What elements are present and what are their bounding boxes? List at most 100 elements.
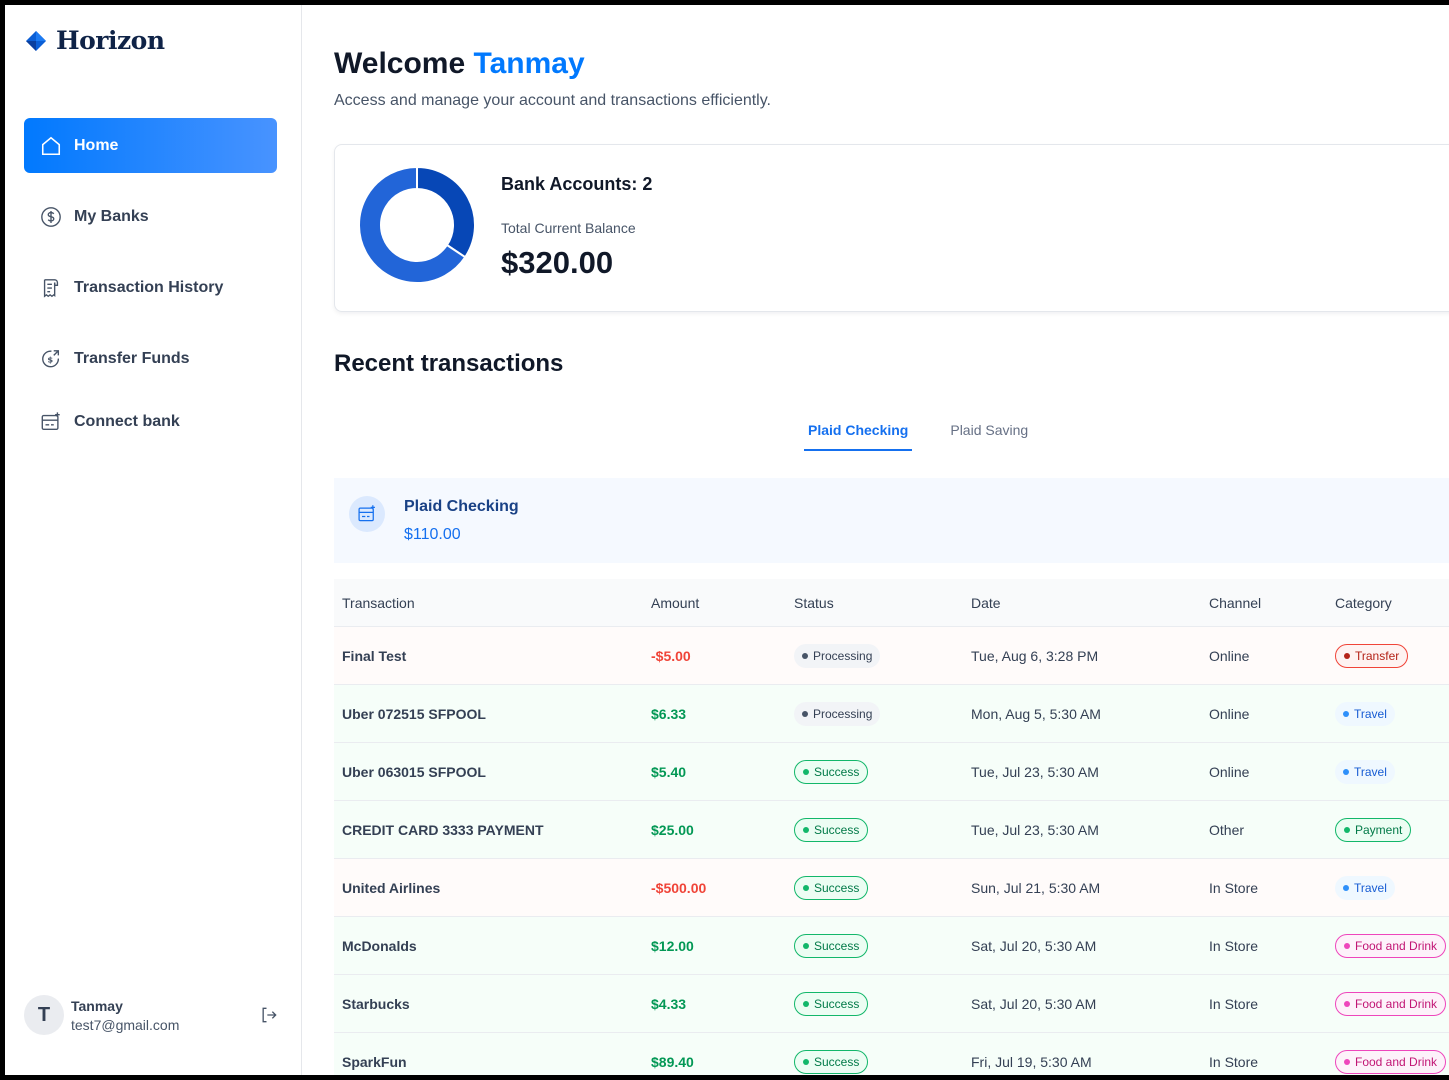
category-label: Payment: [1355, 822, 1403, 837]
transaction-name: Starbucks: [342, 995, 410, 1012]
tab-plaid-saving[interactable]: Plaid Saving: [950, 422, 1029, 438]
table-row[interactable]: United Airlines -$500.00 Success Sun, Jul 2…: [334, 859, 1449, 917]
status-dot-icon: [802, 710, 808, 717]
status-badge: Success: [794, 875, 869, 900]
transaction-channel: Other: [1209, 821, 1245, 838]
category-dot-icon: [1344, 942, 1350, 949]
home-icon: [40, 135, 62, 157]
status-dot-icon: [803, 826, 809, 833]
sidebar: Horizon Home My Banks Transaction Histor…: [5, 5, 302, 1075]
category-badge: Travel: [1335, 701, 1395, 726]
transaction-amount: -$500.00: [651, 879, 707, 896]
transaction-date: Mon, Aug 5, 5:30 AM: [971, 705, 1101, 722]
table-row[interactable]: Uber 063015 SFPOOL $5.40 Success Tue, Jul 2…: [334, 743, 1449, 801]
category-badge: Food and Drink: [1335, 1049, 1447, 1074]
transaction-channel: In Store: [1209, 879, 1259, 896]
page-title: Welcome Tanmay: [334, 47, 585, 81]
transaction-amount: $5.40: [651, 763, 687, 780]
svg-text:$: $: [47, 354, 53, 364]
transaction-channel: Online: [1209, 647, 1250, 664]
transaction-channel: Online: [1209, 763, 1250, 780]
transaction-date: Sun, Jul 21, 5:30 AM: [971, 879, 1101, 896]
donut-slice-0: [416, 165, 476, 259]
status-badge: Success: [794, 1049, 869, 1074]
category-badge: Food and Drink: [1335, 991, 1447, 1016]
category-badge: Travel: [1335, 759, 1395, 784]
avatar[interactable]: T: [24, 995, 64, 1035]
table-row[interactable]: SparkFun $89.40 Success Fri, Jul 19, 5:30 A…: [334, 1033, 1449, 1075]
status-dot-icon: [803, 768, 809, 775]
status-dot-icon: [803, 884, 809, 891]
user-email: test7@gmail.com: [71, 1016, 180, 1033]
status-badge: Processing: [794, 701, 881, 726]
brand-logo[interactable]: Horizon: [24, 26, 165, 55]
status-label: Processing: [813, 648, 873, 663]
selected-bank-info: Plaid Checking $110.00: [334, 478, 1449, 563]
sidebar-item-transfer-funds[interactable]: $ Transfer Funds: [24, 331, 277, 386]
category-badge: Travel: [1335, 875, 1395, 900]
recent-transactions-title: Recent transactions: [334, 350, 564, 377]
category-label: Travel: [1354, 880, 1387, 895]
category-label: Travel: [1354, 706, 1387, 721]
table-row[interactable]: Final Test -$5.00 Processing Tue, Aug 6, 3:…: [334, 627, 1449, 685]
transaction-date: Tue, Jul 23, 5:30 AM: [971, 821, 1099, 838]
transaction-channel: In Store: [1209, 937, 1259, 954]
category-dot-icon: [1343, 710, 1349, 717]
sidebar-item-transaction-history[interactable]: Transaction History: [24, 260, 277, 315]
category-dot-icon: [1344, 1000, 1350, 1007]
user-profile: T Tanmay test7@gmail.com: [24, 990, 279, 1040]
status-badge: Success: [794, 817, 869, 842]
sidebar-item-my-banks[interactable]: My Banks: [24, 189, 277, 244]
main-content: Welcome Tanmay Access and manage your ac…: [302, 5, 1449, 1075]
status-dot-icon: [802, 652, 808, 659]
logout-icon[interactable]: [259, 1005, 279, 1025]
table-row[interactable]: Uber 072515 SFPOOL $6.33 Processing Mon, Au…: [334, 685, 1449, 743]
table-row[interactable]: McDonalds $12.00 Success Sat, Jul 20, 5:30 …: [334, 917, 1449, 975]
table-row[interactable]: Starbucks $4.33 Success Sat, Jul 20, 5:30 A…: [334, 975, 1449, 1033]
dollar-circle-icon: [40, 206, 62, 228]
money-send-icon: $: [40, 348, 62, 370]
transaction-date: Sat, Jul 20, 5:30 AM: [971, 937, 1097, 954]
total-balance-label: Total Current Balance: [501, 220, 636, 236]
status-label: Success: [814, 764, 860, 779]
transaction-name: Final Test: [342, 647, 407, 664]
transaction-name: Uber 072515 SFPOOL: [342, 705, 486, 722]
column-header-amount: Amount: [651, 594, 700, 611]
bank-accounts-count: Bank Accounts: 2: [501, 174, 653, 194]
sidebar-item-label: Transfer Funds: [74, 349, 190, 367]
transaction-date: Tue, Aug 6, 3:28 PM: [971, 647, 1099, 664]
transaction-date: Fri, Jul 19, 5:30 AM: [971, 1053, 1092, 1070]
status-badge: Processing: [794, 643, 881, 668]
status-dot-icon: [803, 942, 809, 949]
sidebar-item-label: Transaction History: [74, 278, 224, 296]
sidebar-item-label: Connect bank: [74, 412, 180, 430]
column-header-transaction: Transaction: [342, 594, 415, 611]
status-label: Processing: [813, 706, 873, 721]
category-dot-icon: [1343, 884, 1349, 891]
category-dot-icon: [1344, 826, 1350, 833]
transaction-amount: $12.00: [651, 937, 694, 954]
greeting-text: Welcome: [334, 47, 466, 80]
sidebar-item-connect-bank[interactable]: Connect bank: [24, 394, 277, 449]
bank-card-icon: [349, 496, 385, 532]
transaction-amount: $4.33: [651, 995, 687, 1012]
selected-bank-balance: $110.00: [404, 526, 461, 543]
status-label: Success: [814, 880, 860, 895]
transaction-date: Sat, Jul 20, 5:30 AM: [971, 995, 1097, 1012]
status-dot-icon: [803, 1058, 809, 1065]
column-header-category: Category: [1335, 594, 1392, 611]
tab-plaid-checking[interactable]: Plaid Checking: [792, 410, 924, 451]
column-header-date: Date: [971, 594, 1001, 611]
category-dot-icon: [1343, 768, 1349, 775]
sidebar-item-label: My Banks: [74, 207, 149, 225]
sidebar-item-home[interactable]: Home: [24, 118, 277, 173]
balance-donut-chart: [358, 165, 476, 284]
transaction-name: SparkFun: [342, 1053, 407, 1070]
transaction-name: Uber 063015 SFPOOL: [342, 763, 486, 780]
user-first-name: Tanmay: [473, 47, 585, 80]
status-dot-icon: [803, 1000, 809, 1007]
category-label: Food and Drink: [1355, 996, 1438, 1011]
page-subtitle: Access and manage your account and trans…: [334, 92, 771, 109]
status-label: Success: [814, 1054, 860, 1069]
table-row[interactable]: CREDIT CARD 3333 PAYMENT $25.00 Success Tue…: [334, 801, 1449, 859]
